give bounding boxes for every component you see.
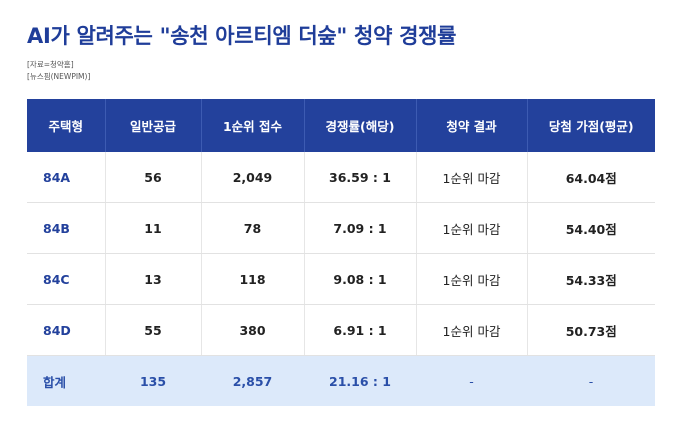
header-housing-type: 주택형	[27, 99, 106, 152]
table-row: 84D 55 380 6.91 : 1 1순위 마감 50.73점	[27, 304, 655, 356]
subscription-table: 주택형 일반공급 1순위 접수 경쟁률(해당) 청약 결과 당첨 가점(평균) …	[27, 99, 655, 406]
table-row: 84A 56 2,049 36.59 : 1 1순위 마감 64.04점	[27, 152, 655, 203]
table-row: 84B 11 78 7.09 : 1 1순위 마감 54.40점	[27, 202, 655, 254]
cell-first-priority: 2,049	[201, 152, 305, 203]
cell-winning-score: 54.40점	[527, 202, 655, 254]
header-result: 청약 결과	[416, 99, 528, 152]
cell-housing-type: 84D	[27, 304, 106, 356]
cell-result: 1순위 마감	[416, 304, 528, 356]
page-title: AI가 알려주는 "송천 아르티엠 더숲" 청약 경쟁률	[27, 24, 457, 48]
cell-winning-score: 54.33점	[527, 253, 655, 305]
cell-competition-rate: 7.09 : 1	[304, 202, 417, 254]
cell-result: 1순위 마감	[416, 253, 528, 305]
cell-general-supply: 11	[105, 202, 202, 254]
cell-competition-rate: 9.08 : 1	[304, 253, 417, 305]
cell-result: 1순위 마감	[416, 202, 528, 254]
cell-first-priority: 380	[201, 304, 305, 356]
header-general-supply: 일반공급	[105, 99, 202, 152]
cell-housing-type: 84B	[27, 202, 106, 254]
cell-general-supply: 55	[105, 304, 202, 356]
cell-general-supply: 56	[105, 152, 202, 203]
cell-first-priority: 78	[201, 202, 305, 254]
header-competition-rate: 경쟁률(해당)	[304, 99, 417, 152]
total-first-priority: 2,857	[201, 355, 304, 406]
total-winning-score: -	[527, 355, 655, 406]
table-row: 84C 13 118 9.08 : 1 1순위 마감 54.33점	[27, 253, 655, 305]
source-line-data: [자료=청약홈]	[27, 60, 74, 69]
cell-first-priority: 118	[201, 253, 305, 305]
header-winning-score: 당첨 가점(평균)	[527, 99, 655, 152]
table-header-row: 주택형 일반공급 1순위 접수 경쟁률(해당) 청약 결과 당첨 가점(평균)	[27, 99, 655, 152]
total-result: -	[416, 355, 527, 406]
cell-winning-score: 64.04점	[527, 152, 655, 203]
total-competition-rate: 21.16 : 1	[304, 355, 416, 406]
source-note: [자료=청약홈] [뉴스핌(NEWPIM)]	[27, 59, 90, 83]
cell-competition-rate: 36.59 : 1	[304, 152, 417, 203]
total-label: 합계	[27, 355, 105, 406]
cell-result: 1순위 마감	[416, 152, 528, 203]
cell-winning-score: 50.73점	[527, 304, 655, 356]
cell-general-supply: 13	[105, 253, 202, 305]
cell-competition-rate: 6.91 : 1	[304, 304, 417, 356]
source-line-publisher: [뉴스핌(NEWPIM)]	[27, 72, 91, 81]
table-total-row: 합계 135 2,857 21.16 : 1 - -	[27, 355, 655, 406]
header-first-priority: 1순위 접수	[201, 99, 305, 152]
cell-housing-type: 84A	[27, 152, 106, 203]
total-general-supply: 135	[105, 355, 201, 406]
cell-housing-type: 84C	[27, 253, 106, 305]
